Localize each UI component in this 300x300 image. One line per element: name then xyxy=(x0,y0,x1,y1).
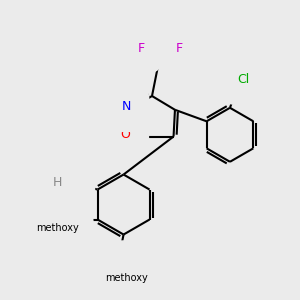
Text: Cl: Cl xyxy=(237,73,249,86)
Text: N: N xyxy=(122,100,131,113)
Text: O: O xyxy=(64,213,74,226)
Text: O: O xyxy=(114,259,124,272)
Text: methoxy: methoxy xyxy=(105,272,148,283)
Text: H: H xyxy=(53,176,62,189)
Text: F: F xyxy=(137,43,145,56)
Text: F: F xyxy=(176,43,183,56)
Text: O: O xyxy=(67,178,76,191)
Text: O: O xyxy=(121,128,130,141)
Text: F: F xyxy=(156,32,164,44)
Text: methoxy: methoxy xyxy=(36,223,79,232)
